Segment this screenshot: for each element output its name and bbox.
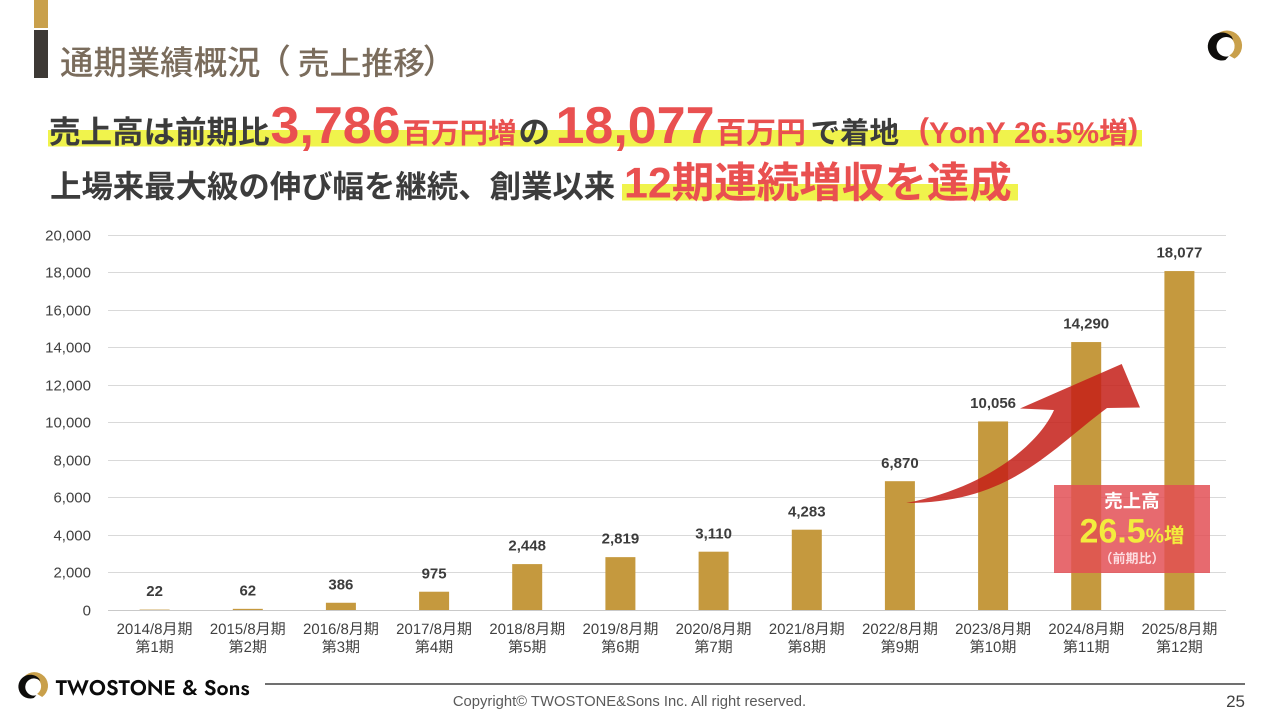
svg-text:2,000: 2,000 <box>53 565 91 582</box>
svg-text:6,870: 6,870 <box>881 455 919 472</box>
svg-text:18,000: 18,000 <box>45 265 91 282</box>
svg-text:4,283: 4,283 <box>788 503 826 520</box>
svg-text:18,077: 18,077 <box>1156 245 1202 262</box>
svg-text:25: 25 <box>1226 692 1245 711</box>
svg-text:4,000: 4,000 <box>53 528 91 545</box>
svg-text:22: 22 <box>146 583 163 600</box>
svg-text:14,000: 14,000 <box>45 340 91 357</box>
svg-text:12,000: 12,000 <box>45 378 91 395</box>
svg-text:14,290: 14,290 <box>1063 316 1109 333</box>
svg-text:8,000: 8,000 <box>53 453 91 470</box>
svg-text:3,110: 3,110 <box>695 525 732 542</box>
svg-text:10,056: 10,056 <box>970 395 1016 412</box>
svg-text:20,000: 20,000 <box>45 228 91 245</box>
svg-text:10,000: 10,000 <box>45 415 91 432</box>
svg-text:975: 975 <box>422 565 447 582</box>
svg-text:16,000: 16,000 <box>45 303 91 320</box>
svg-text:2,819: 2,819 <box>602 531 640 548</box>
svg-text:0: 0 <box>83 603 91 620</box>
svg-text:Copyright© TWOSTONE&Sons Inc.: Copyright© TWOSTONE&Sons Inc. All right … <box>453 694 806 710</box>
svg-text:62: 62 <box>239 582 256 599</box>
svg-text:2,448: 2,448 <box>508 538 546 555</box>
svg-text:6,000: 6,000 <box>53 490 91 507</box>
svg-text:386: 386 <box>328 576 353 593</box>
